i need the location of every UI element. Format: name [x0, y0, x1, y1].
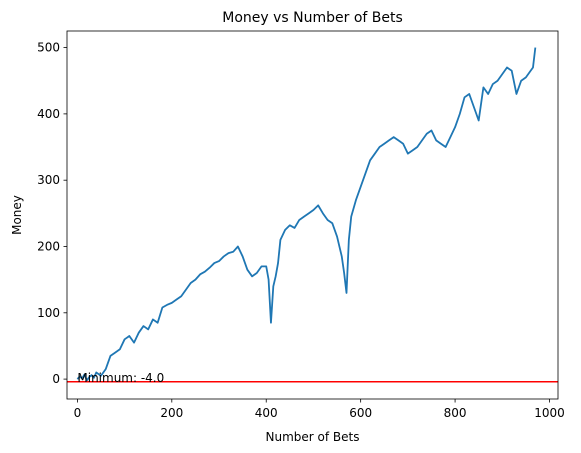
y-axis-ticks: 0 100 200 300 400 500: [37, 41, 67, 386]
chart-title: Money vs Number of Bets: [222, 10, 403, 26]
plot-background: [67, 31, 558, 399]
y-tick-label: 400: [37, 107, 60, 121]
series-line-0: [76, 47, 537, 382]
y-tick-label: 0: [52, 372, 60, 386]
y-tick-label: 200: [37, 239, 60, 253]
y-tick-label: 300: [37, 173, 60, 187]
x-axis-ticks: 0 200 400 600 800 1000: [74, 399, 565, 420]
x-tick-label: 400: [255, 406, 278, 420]
x-tick-label: 600: [349, 406, 372, 420]
x-tick-label: 0: [74, 406, 82, 420]
plot-frame: [66, 30, 559, 400]
y-tick-label: 500: [37, 41, 60, 55]
x-axis-label: Number of Bets: [266, 430, 360, 444]
x-tick-label: 1000: [534, 406, 565, 420]
minimum-annotation: Minimum: -4.0: [77, 371, 164, 385]
x-tick-label: 800: [444, 406, 467, 420]
y-axis-label: Money: [10, 195, 24, 235]
data-layer: [67, 47, 558, 383]
x-tick-label: 200: [160, 406, 183, 420]
y-tick-label: 100: [37, 306, 60, 320]
